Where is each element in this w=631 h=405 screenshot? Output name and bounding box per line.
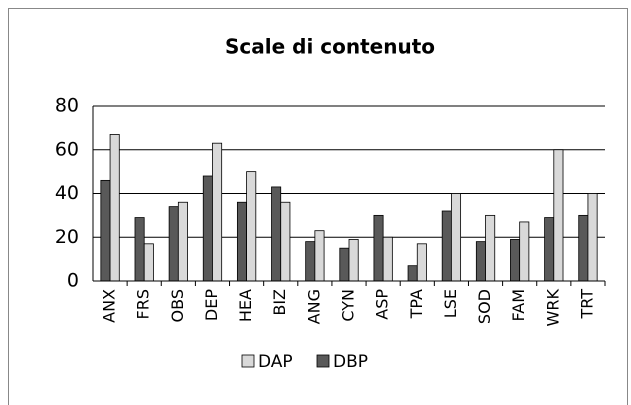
bar: [305, 241, 316, 282]
x-tick-label: ASP: [373, 289, 392, 320]
x-tick-label: CYN: [339, 289, 358, 322]
bar: [578, 214, 589, 282]
bar: [587, 193, 598, 282]
bar: [485, 214, 496, 282]
y-tick-label: 40: [55, 182, 79, 204]
legend-label: DBP: [333, 352, 368, 372]
x-tick-label: OBS: [168, 289, 187, 322]
x-tick-label: HEA: [236, 289, 255, 322]
legend-swatch: [241, 354, 255, 368]
bar: [510, 239, 521, 282]
bar: [168, 206, 179, 282]
bar: [382, 236, 393, 282]
bar: [519, 221, 530, 282]
bar: [416, 243, 427, 282]
legend-swatch: [316, 354, 330, 368]
bar: [441, 210, 452, 282]
y-tick-label: 80: [55, 95, 79, 117]
x-tick-label: BIZ: [270, 289, 289, 316]
bar: [475, 241, 486, 282]
bar: [280, 201, 291, 282]
x-tick-label: TRT: [577, 289, 596, 320]
bar: [450, 193, 462, 282]
bar: [236, 201, 248, 282]
bar: [407, 265, 418, 282]
bar: [553, 149, 564, 282]
y-tick-label: 60: [55, 138, 79, 160]
bar: [246, 171, 257, 282]
bar: [109, 134, 120, 282]
x-tick-label: DEP: [202, 289, 221, 321]
x-tick-label: FAM: [509, 289, 528, 321]
bar: [100, 179, 111, 282]
x-tick-label: LSE: [441, 289, 460, 318]
bar: [373, 214, 384, 282]
bar: [134, 217, 145, 282]
bar: [177, 201, 188, 282]
legend-label: DAP: [258, 352, 293, 372]
x-tick-label: FRS: [134, 289, 153, 319]
x-tick-label: ANX: [100, 289, 119, 323]
bar: [143, 243, 154, 282]
chart-title: Scale di contenuto: [225, 35, 435, 59]
x-tick-label: WRK: [543, 289, 562, 327]
x-tick-label: ANG: [304, 289, 323, 324]
bar: [202, 175, 213, 282]
y-tick-label: 0: [67, 270, 79, 292]
y-tick-label: 20: [55, 226, 79, 248]
bar: [348, 239, 359, 282]
x-tick-label: TPA: [407, 289, 426, 319]
bar: [339, 247, 350, 282]
bar: [544, 217, 555, 282]
bar: [212, 142, 223, 282]
bar: [314, 230, 325, 282]
x-tick-label: SOD: [475, 289, 494, 324]
bar: [271, 186, 282, 282]
